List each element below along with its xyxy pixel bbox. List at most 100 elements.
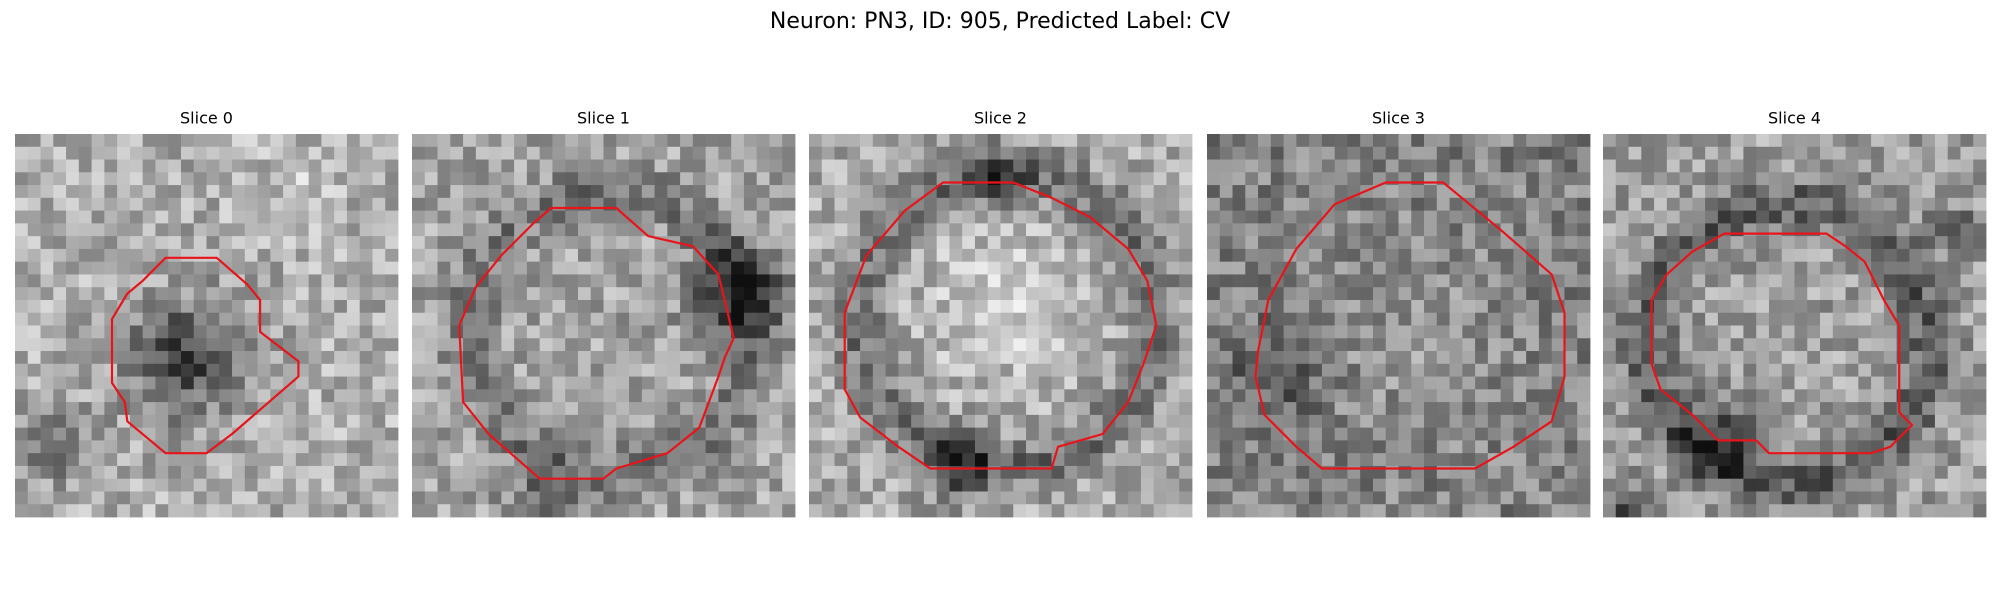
pixel [1475,274,1489,288]
pixel [91,261,105,275]
pixel [1064,504,1078,518]
pixel [834,134,848,148]
pixel [359,312,373,326]
pixel [1896,465,1910,480]
pixel [1845,146,1859,160]
pixel [1038,389,1052,403]
pixel [1398,146,1412,160]
pixel [1794,248,1808,263]
pixel [1743,363,1757,377]
pixel [1654,146,1668,160]
pixel [949,299,963,314]
pixel [1756,312,1770,326]
pixel [1654,465,1668,480]
pixel [1245,274,1259,288]
pixel [1424,159,1438,173]
pixel [1436,363,1450,377]
pixel [1013,236,1027,250]
pixel [283,159,297,173]
pixel [1424,351,1438,365]
pixel [1934,351,1949,365]
pixel [680,274,694,288]
pixel [463,312,477,326]
pixel [1321,312,1336,326]
pixel [1679,172,1693,186]
pixel [526,261,541,275]
pixel [1679,299,1693,314]
pixel [1756,351,1770,365]
pixel [987,210,1001,224]
pixel [769,210,783,224]
pixel [603,325,617,339]
pixel [283,299,297,314]
pixel [1153,414,1167,429]
pixel [1513,236,1527,250]
pixel [1768,172,1783,186]
pixel [1334,172,1348,186]
pixel [1013,185,1027,199]
pixel [860,325,874,339]
pixel [1013,389,1027,403]
pixel [232,389,246,403]
pixel [1730,287,1744,301]
pixel [1013,210,1027,224]
pixel [898,453,912,467]
pixel [1781,427,1795,441]
pixel [526,478,541,492]
pixel [1089,478,1104,492]
pixel [1858,248,1872,263]
pixel [1909,172,1923,186]
pixel [1628,325,1642,339]
pixel [1820,185,1834,199]
pixel [1449,172,1463,186]
pixel [1768,325,1783,339]
pixel [1051,210,1065,224]
pixel [1909,491,1923,505]
pixel [66,402,80,416]
pixel [1922,146,1936,160]
pixel [809,325,823,339]
pixel [769,236,783,250]
pixel [936,440,950,454]
pixel [974,363,989,377]
pixel [718,504,732,518]
pixel [437,414,451,429]
pixel [15,274,29,288]
pixel [91,134,105,148]
pixel [1487,261,1502,275]
pixel [526,325,541,339]
pixel [667,491,681,505]
pixel [1960,351,1974,365]
pixel [40,465,54,480]
pixel [756,197,770,211]
pixel [718,146,732,160]
pixel [718,223,732,237]
pixel [321,478,335,492]
pixel [1883,491,1898,505]
pixel [1934,338,1949,352]
pixel [539,172,553,186]
pixel [206,299,220,314]
pixel [193,389,207,403]
pixel [1807,197,1821,211]
pixel [1641,172,1655,186]
pixel [936,389,950,403]
pixel [821,414,835,429]
pixel [756,248,770,263]
pixel [1551,146,1565,160]
pixel [1538,389,1553,403]
pixel [1781,338,1795,352]
pixel [756,402,770,416]
pixel [168,248,182,263]
pixel [949,287,963,301]
pixel [1603,134,1617,148]
pixel [129,172,144,186]
pixel [180,402,195,416]
pixel [1947,414,1961,429]
pixel [1207,312,1221,326]
pixel [1128,325,1142,339]
pixel [1781,134,1795,148]
pixel [1947,236,1961,250]
pixel [1038,478,1052,492]
pixel [654,491,668,505]
